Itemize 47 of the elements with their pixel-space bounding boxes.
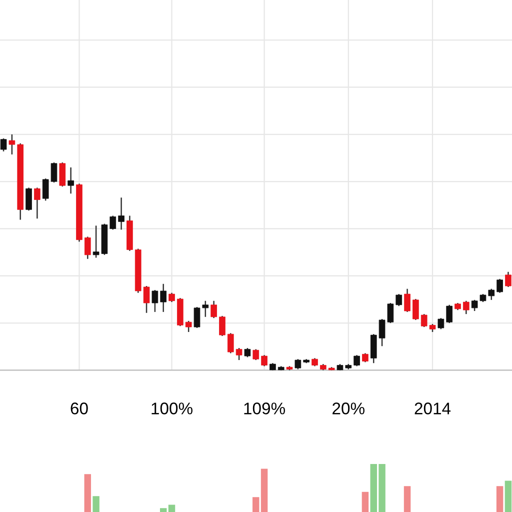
candlestick [185, 320, 192, 333]
bar [496, 486, 504, 512]
candlestick [168, 292, 175, 303]
candlestick [261, 354, 268, 367]
candlestick [210, 300, 217, 319]
bar [504, 480, 512, 512]
candlestick [446, 304, 452, 324]
bar [168, 504, 176, 512]
candlestick [8, 134, 16, 156]
candlestick [68, 166, 74, 194]
candlestick [219, 315, 226, 337]
candlestick [438, 317, 444, 330]
bar [84, 474, 92, 512]
x-tick-label: 109% [244, 402, 286, 414]
candlestick [244, 347, 251, 358]
candlestick [0, 138, 7, 152]
bar [92, 496, 100, 512]
candlestick [505, 271, 512, 288]
candlestick [160, 283, 167, 313]
x-tick-label: 20% [332, 402, 364, 414]
candlestick [252, 348, 260, 361]
candlestick [370, 333, 377, 364]
bar [260, 468, 268, 512]
candlestick [34, 187, 40, 220]
candlestick [488, 288, 495, 301]
candlestick [463, 300, 470, 315]
candlestick [59, 162, 66, 188]
candlestick [84, 236, 91, 260]
bar [160, 508, 167, 512]
candlestick [236, 347, 242, 361]
candlestick [396, 293, 402, 307]
candlestick [118, 196, 124, 230]
candlestick [412, 298, 419, 321]
x-tick-label: 100% [152, 402, 192, 414]
candlestick [496, 278, 503, 294]
x-tick-label: 2014 [414, 402, 451, 414]
bar [362, 492, 369, 512]
candlestick [110, 215, 116, 230]
candlestick [404, 288, 410, 313]
candlestick [26, 187, 32, 212]
bar [252, 497, 260, 512]
x-tick-label: 60 [70, 402, 88, 414]
candlestick [354, 354, 360, 367]
candlestick [152, 289, 158, 313]
candlestick [143, 285, 150, 314]
bar [404, 486, 411, 512]
candlestick [227, 332, 234, 354]
